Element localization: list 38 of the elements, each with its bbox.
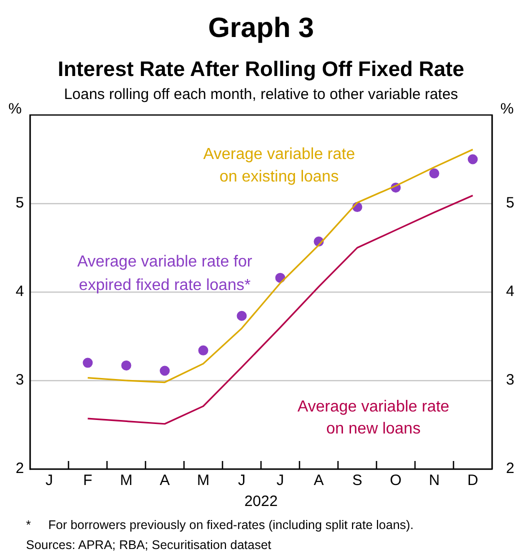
caption: Graph 3 xyxy=(207,12,315,44)
point xyxy=(468,154,478,164)
x-tick-label: J xyxy=(46,472,53,490)
point xyxy=(121,360,132,370)
source-note: Sources: APRA; RBA; Securitisation dataset xyxy=(26,538,272,552)
chart-title: Interest Rate After Rolling Off Fixed Rate xyxy=(56,58,466,82)
point xyxy=(429,168,440,178)
y-axis-title: % xyxy=(8,100,22,118)
y2-tick-label: 2 xyxy=(506,460,514,478)
y-tick-label: 5 xyxy=(16,194,24,212)
x-tick-label: S xyxy=(352,472,362,490)
y2-tick-label: 4 xyxy=(506,283,514,300)
y2-tick-label: 3 xyxy=(506,372,514,389)
point xyxy=(160,366,170,376)
chart-subtitle: Loans rolling off each month, relative to other variable rates xyxy=(64,86,458,103)
y-tick-label: 4 xyxy=(16,283,24,300)
x-tick-label: A xyxy=(160,472,170,490)
y2-axis-title: % xyxy=(500,100,514,118)
y-tick-label: 2 xyxy=(16,460,24,478)
x-tick-label: M xyxy=(197,472,210,490)
point xyxy=(236,310,247,321)
text: * For borrowers previously on fixed-rates (including split rate loans). xyxy=(26,518,414,532)
x-tick-label: N xyxy=(428,472,440,490)
x-axis-title: 2022 xyxy=(244,493,278,510)
x-tick-label: A xyxy=(314,472,324,490)
x-tick-label: F xyxy=(83,472,92,490)
series-label: Average variable rate for expired fixed rate loans* xyxy=(77,253,253,294)
y2-tick-label: 5 xyxy=(506,194,514,212)
y-tick-label: 3 xyxy=(16,372,24,389)
point xyxy=(82,358,93,368)
x-tick-label: D xyxy=(467,472,478,490)
x-tick-label: O xyxy=(390,472,402,490)
text: Average variable rate on new loans xyxy=(298,398,450,438)
x-tick-label: J xyxy=(276,472,284,490)
x-tick-label: M xyxy=(120,472,132,490)
point xyxy=(198,345,208,356)
series-label: Average variable rate on existing loans xyxy=(203,146,356,186)
x-tick-label: J xyxy=(238,472,246,490)
